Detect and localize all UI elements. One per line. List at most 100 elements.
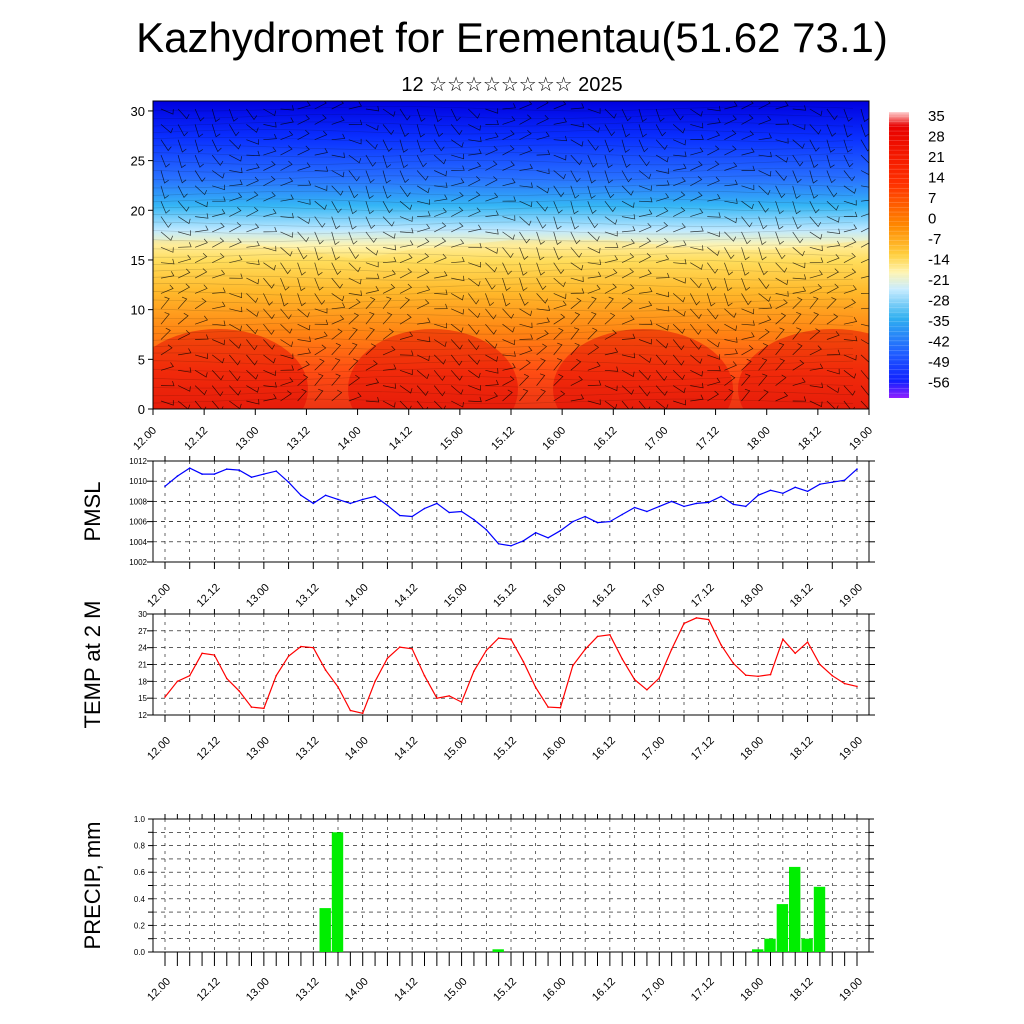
wind-barb bbox=[160, 185, 169, 199]
wind-barb bbox=[212, 287, 226, 294]
wind-barb bbox=[553, 201, 563, 214]
wind-barb bbox=[604, 185, 615, 199]
wind-barb bbox=[263, 122, 277, 128]
wind-barb bbox=[741, 216, 753, 228]
wind-barb bbox=[707, 377, 721, 386]
data-point bbox=[658, 505, 661, 508]
wind-barb bbox=[468, 136, 482, 143]
wind-barb bbox=[297, 114, 310, 125]
wind-barb bbox=[365, 378, 380, 386]
wind-barb bbox=[450, 108, 461, 122]
data-point bbox=[324, 494, 327, 497]
wind-barb bbox=[775, 201, 784, 215]
wind-barb bbox=[433, 385, 446, 397]
wind-barb bbox=[485, 246, 499, 254]
wind-barb bbox=[638, 222, 652, 233]
contour-line bbox=[153, 337, 854, 343]
wind-barb bbox=[468, 242, 482, 249]
x-tick-label: 16.12 bbox=[591, 425, 619, 453]
x-tick-label: 17.12 bbox=[689, 976, 717, 1004]
wind-barb bbox=[211, 400, 224, 409]
wind-barb bbox=[485, 192, 499, 202]
wind-barb bbox=[280, 353, 294, 360]
wind-barb bbox=[194, 108, 205, 122]
data-point bbox=[436, 502, 438, 505]
wind-barb bbox=[570, 201, 579, 215]
wind-barb bbox=[638, 354, 652, 363]
wind-barb bbox=[860, 185, 869, 188]
wind-barb bbox=[348, 312, 360, 325]
wind-barb bbox=[587, 154, 598, 168]
wind-barb bbox=[348, 101, 362, 110]
y-tick-label: 0.8 bbox=[134, 842, 146, 851]
wind-barb bbox=[758, 247, 767, 261]
wind-barb bbox=[280, 308, 292, 320]
data-point bbox=[287, 481, 290, 484]
wind-barb bbox=[382, 108, 396, 117]
wind-barb bbox=[246, 277, 260, 285]
wind-barb bbox=[434, 237, 447, 248]
wind-barb bbox=[416, 154, 427, 168]
wind-barb bbox=[707, 212, 721, 218]
wind-barb bbox=[365, 201, 374, 215]
wind-barb bbox=[724, 337, 738, 343]
wind-barb bbox=[655, 400, 669, 409]
colorbar-label: 28 bbox=[928, 129, 945, 146]
wind-barb bbox=[519, 334, 534, 340]
wind-barb bbox=[348, 374, 361, 386]
wind-barb bbox=[331, 116, 345, 125]
wind-barb bbox=[604, 170, 614, 184]
wind-barb bbox=[211, 370, 224, 381]
wind-barb bbox=[416, 170, 429, 181]
y-tick-label: 30 bbox=[138, 610, 147, 619]
wind-barb bbox=[331, 293, 345, 302]
data-point bbox=[263, 707, 265, 710]
wind-barb bbox=[655, 323, 669, 331]
data-point bbox=[646, 510, 648, 513]
wind-barb bbox=[775, 291, 789, 297]
wind-barb bbox=[843, 154, 854, 168]
x-tick-label: 16.12 bbox=[590, 582, 618, 610]
data-point bbox=[176, 680, 179, 683]
wind-barb bbox=[843, 385, 856, 396]
wind-barb bbox=[809, 170, 818, 184]
wind-barb bbox=[536, 358, 546, 371]
wind-barb bbox=[297, 360, 310, 371]
wind-barb bbox=[229, 339, 242, 349]
wind-barb bbox=[246, 150, 260, 157]
wind-barb bbox=[843, 170, 855, 182]
wind-barb bbox=[775, 358, 785, 371]
wind-barb bbox=[348, 247, 359, 260]
x-tick-label: 15.00 bbox=[442, 582, 470, 610]
wind-barb bbox=[416, 124, 425, 138]
wind-barb bbox=[211, 139, 222, 153]
wind-barb bbox=[570, 376, 583, 386]
wind-barb bbox=[160, 296, 170, 310]
wind-barb bbox=[587, 231, 600, 242]
wind-barb bbox=[809, 345, 822, 356]
wind-barb bbox=[263, 191, 276, 202]
wind-barb bbox=[399, 313, 412, 325]
wind-barb bbox=[809, 296, 819, 310]
wind-barb bbox=[365, 170, 375, 184]
wind-barb bbox=[775, 299, 788, 310]
wind-barb bbox=[229, 354, 241, 366]
wind-barb bbox=[673, 399, 686, 406]
y-tick-label: 1010 bbox=[129, 477, 147, 486]
wind-barb bbox=[211, 354, 225, 364]
wind-barb bbox=[468, 161, 482, 171]
x-tick-label: 13.12 bbox=[293, 976, 321, 1004]
wind-barb bbox=[297, 101, 311, 110]
contour-line bbox=[153, 267, 854, 273]
wind-barb bbox=[194, 370, 208, 378]
wind-barb bbox=[246, 399, 260, 405]
wind-barb bbox=[434, 303, 448, 310]
wind-barb bbox=[536, 185, 550, 194]
wind-barb bbox=[314, 373, 324, 386]
wind-barb bbox=[690, 245, 704, 251]
wind-barb bbox=[485, 176, 498, 187]
wind-barb bbox=[673, 308, 686, 317]
x-tick-label: 16.00 bbox=[541, 582, 569, 610]
wind-barb bbox=[536, 149, 551, 156]
